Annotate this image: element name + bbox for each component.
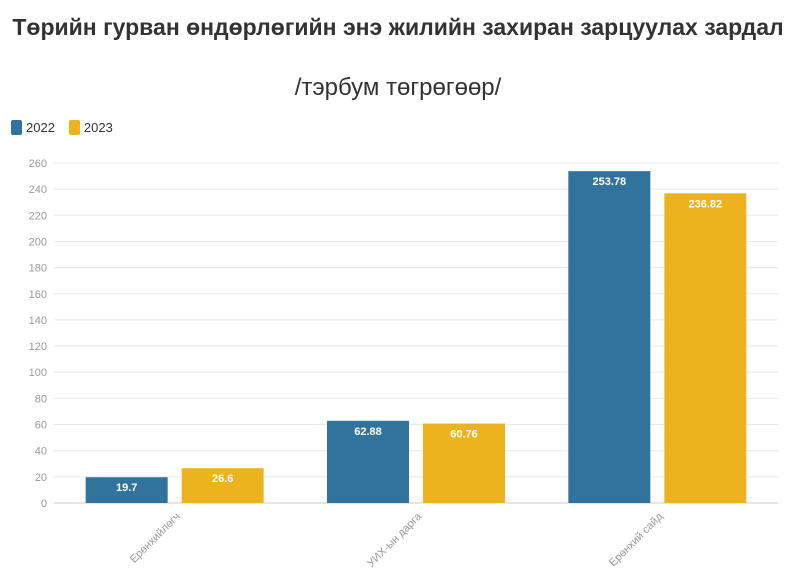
legend-item-2022[interactable]: 2022 (11, 120, 55, 135)
y-tick-label: 220 (29, 210, 47, 222)
data-label: 60.76 (450, 429, 478, 441)
data-label: 236.82 (689, 198, 723, 210)
y-tick-label: 160 (29, 289, 47, 301)
data-label: 253.78 (593, 176, 627, 188)
y-tick-label: 140 (29, 315, 47, 327)
data-label: 62.88 (354, 426, 382, 438)
y-tick-label: 40 (35, 446, 47, 458)
legend-swatch-2022 (11, 120, 22, 135)
bar (181, 468, 264, 503)
bar (327, 420, 409, 503)
bar (568, 171, 651, 503)
y-tick-label: 240 (29, 184, 47, 196)
y-tick-label: 180 (29, 263, 47, 275)
chart-subtitle: /тэрбум төгрөгөөр/ (294, 74, 502, 101)
y-tick-label: 260 (29, 158, 47, 170)
y-tick-label: 80 (35, 393, 47, 405)
x-tick-label: УИХ-ын дарга (365, 510, 425, 570)
y-tick-label: 60 (35, 420, 47, 432)
x-tick-label: Ерөнхийлөгч (128, 511, 183, 566)
y-tick-label: 0 (41, 498, 47, 510)
y-tick-label: 200 (29, 236, 47, 248)
x-tick-label: Ерөнхий сайд (607, 510, 666, 569)
y-tick-label: 20 (35, 472, 47, 484)
legend: 2022 2023 (11, 120, 113, 135)
y-tick-label: 120 (29, 341, 47, 353)
chart-title: Төрийн гурван өндөрлөгийн энэ жилийн зах… (12, 14, 784, 40)
bar (85, 477, 168, 503)
bar (664, 193, 747, 503)
data-label: 19.7 (116, 482, 137, 494)
bar (423, 423, 505, 503)
legend-item-2023[interactable]: 2023 (68, 120, 113, 135)
data-label: 26.6 (212, 473, 233, 485)
legend-swatch-2023 (68, 120, 80, 135)
legend-label-2023: 2023 (83, 120, 113, 135)
legend-label-2022: 2022 (26, 120, 55, 135)
y-tick-label: 100 (29, 367, 47, 379)
